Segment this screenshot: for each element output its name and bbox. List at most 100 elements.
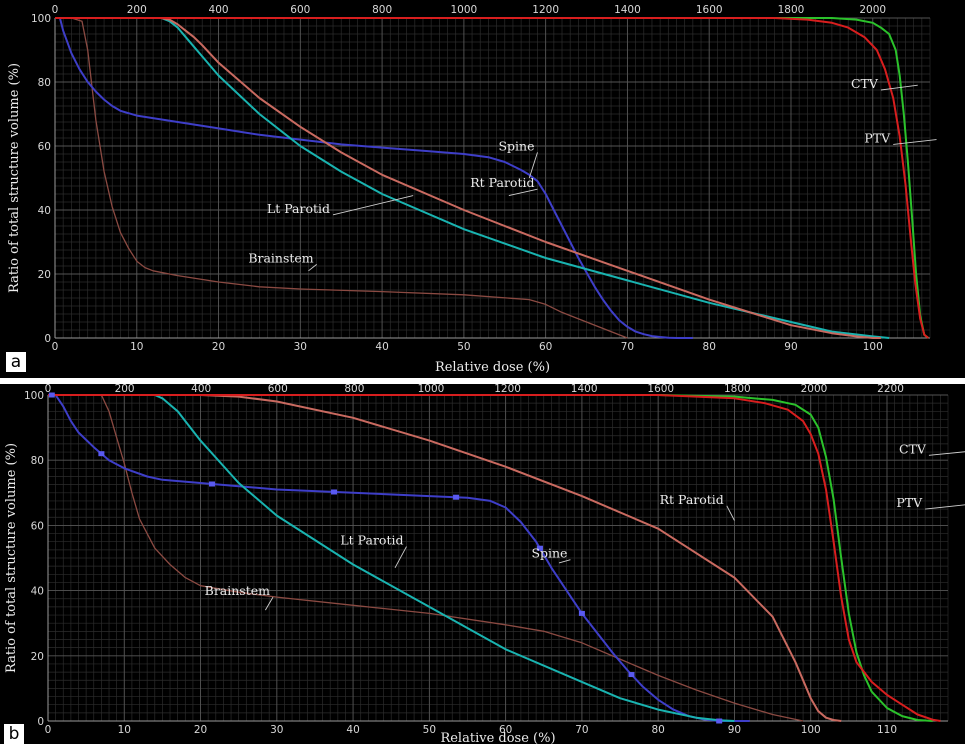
spine-marker — [536, 545, 543, 551]
series-line-ctv — [48, 394, 933, 722]
top-x-tick-label: 1200 — [494, 384, 521, 395]
top-x-tick-label: 0 — [52, 4, 59, 16]
annotation-leader-spine — [528, 152, 538, 179]
spine-marker — [208, 481, 215, 487]
top-x-tick-label: 1400 — [571, 384, 598, 395]
series-line-brainstem — [55, 17, 628, 339]
y-tick-label: 40 — [31, 586, 44, 598]
top-x-tick-label: 1800 — [724, 384, 751, 395]
y-tick-label: 40 — [38, 205, 51, 217]
x-tick-label: 40 — [346, 724, 359, 736]
top-x-tick-label: 1000 — [418, 384, 445, 395]
x-tick-label: 20 — [212, 341, 225, 353]
annotation-label-ctv: CTV — [899, 441, 927, 456]
x-tick-label: 50 — [423, 724, 436, 736]
y-tick-label: 80 — [38, 77, 51, 89]
spine-marker — [98, 451, 105, 457]
annotation-leader-lt-parotid — [332, 195, 414, 216]
top-x-tick-label: 600 — [290, 4, 310, 16]
y-axis-label: Ratio of total structure volume (%) — [7, 63, 22, 293]
top-x-tick-label: 800 — [372, 4, 392, 16]
top-x-tick-label: 400 — [191, 384, 211, 395]
series-line-ptv — [48, 394, 941, 722]
top-x-tick-label: 1600 — [647, 384, 674, 395]
x-tick-label: 30 — [294, 341, 307, 353]
annotation-label-spine: Spine — [498, 138, 534, 153]
spine-marker — [716, 718, 723, 724]
spine-marker — [331, 489, 338, 495]
y-tick-label: 60 — [31, 520, 44, 532]
annotation-label-brainstem: Brainstem — [248, 250, 313, 265]
annotation-leader-spine — [558, 559, 571, 564]
top-x-tick-label: 1800 — [778, 4, 805, 16]
x-tick-label: 70 — [621, 341, 634, 353]
top-x-tick-label: 200 — [127, 4, 147, 16]
top-x-tick-label: 2200 — [877, 384, 904, 395]
dvh-panel-b: 0 10 20 30 40 50 60 70 80 90 100 110 0 200 400 600 800 10… — [0, 384, 965, 744]
annotation-label-lt-parotid: Lt Parotid — [267, 201, 330, 216]
annotation-leader-rt-parotid — [508, 188, 538, 197]
spine-marker — [578, 610, 585, 616]
series-line-brainstem — [48, 394, 804, 722]
y-tick-label: 0 — [44, 333, 51, 345]
series-line-ptv — [55, 17, 930, 339]
annotation-leader-brainstem — [308, 264, 317, 272]
top-x-tick-label: 2000 — [801, 384, 828, 395]
top-x-tick-label: 1400 — [614, 4, 641, 16]
spine-marker — [628, 672, 635, 678]
y-tick-label: 100 — [24, 390, 44, 402]
x-tick-label: 90 — [784, 341, 797, 353]
annotation-label-ctv: CTV — [851, 76, 879, 91]
x-tick-label: 10 — [118, 724, 131, 736]
x-tick-label: 10 — [130, 341, 143, 353]
top-x-tick-label: 600 — [268, 384, 288, 395]
x-axis-label: Relative dose (%) — [440, 731, 555, 744]
x-tick-label: 80 — [703, 341, 716, 353]
annotation-leader-rt-parotid — [726, 505, 735, 521]
top-x-tick-label: 1000 — [451, 4, 478, 16]
annotation-leader-lt-parotid — [394, 546, 407, 568]
top-x-tick-label: 2000 — [859, 4, 886, 16]
x-tick-label: 60 — [539, 341, 552, 353]
series-line-spine — [55, 17, 693, 339]
annotation-leader-ctv — [928, 451, 965, 456]
panel-label-a: a — [6, 352, 26, 372]
top-x-tick-label: 400 — [209, 4, 229, 16]
annotation-leader-ptv — [925, 504, 965, 510]
x-tick-label: 90 — [728, 724, 741, 736]
annotation-label-brainstem: Brainstem — [205, 583, 270, 598]
annotation-label-rt-parotid: Rt Parotid — [470, 175, 534, 190]
x-axis-label: Relative dose (%) — [435, 360, 550, 375]
x-tick-label: 80 — [651, 724, 664, 736]
top-x-tick-label: 800 — [344, 384, 364, 395]
annotation-leader-ctv — [880, 84, 918, 91]
series-line-rt-parotid — [48, 394, 842, 722]
top-x-tick-label: 1600 — [696, 4, 723, 16]
annotation-label-rt-parotid: Rt Parotid — [660, 492, 724, 507]
dvh-chart-a: 0 10 20 30 40 50 60 70 80 90 1000 200 400 600 800 1000 1… — [7, 4, 937, 375]
panel-label-b: b — [4, 724, 24, 744]
x-tick-label: 0 — [45, 724, 52, 736]
x-tick-label: 50 — [457, 341, 470, 353]
annotation-leader-ptv — [893, 139, 937, 145]
annotation-label-ptv: PTV — [864, 130, 891, 145]
top-x-tick-label: 0 — [45, 384, 52, 395]
series-line-rt-parotid — [55, 17, 881, 339]
x-tick-label: 20 — [194, 724, 207, 736]
spine-marker — [453, 494, 460, 500]
annotation-label-spine: Spine — [531, 546, 567, 561]
top-x-tick-label: 1200 — [532, 4, 559, 16]
y-tick-label: 20 — [38, 269, 51, 281]
annotation-label-ptv: PTV — [896, 495, 923, 510]
y-tick-label: 80 — [31, 455, 44, 467]
x-tick-label: 100 — [863, 341, 883, 353]
top-x-tick-label: 200 — [115, 384, 135, 395]
x-tick-label: 60 — [499, 724, 512, 736]
y-tick-label: 20 — [31, 651, 44, 663]
x-tick-label: 40 — [375, 341, 388, 353]
x-tick-label: 0 — [52, 341, 59, 353]
y-tick-label: 100 — [31, 13, 51, 25]
annotation-label-lt-parotid: Lt Parotid — [340, 533, 403, 548]
dvh-panel-a: 0 10 20 30 40 50 60 70 80 90 100 0 200 400 600 800 1000 1… — [0, 0, 965, 378]
